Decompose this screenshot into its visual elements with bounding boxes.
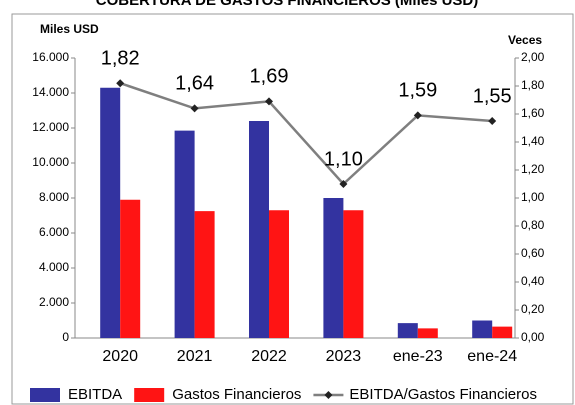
y2-tick-label: 0,60 <box>521 246 545 260</box>
y2-tick-label: 0,80 <box>521 218 545 232</box>
marker <box>413 111 422 120</box>
y2-axis-label: Veces <box>508 33 542 47</box>
y2-tick-label: 1,80 <box>521 78 545 92</box>
y-tick-label: 10.000 <box>32 155 69 169</box>
marker <box>488 117 497 125</box>
data-label: 1,69 <box>250 66 289 88</box>
y2-tick-label: 1,40 <box>521 134 545 148</box>
bar <box>249 121 269 338</box>
y-tick-label: 16.000 <box>32 50 69 64</box>
y2-tick-label: 1,00 <box>521 190 545 204</box>
bar <box>417 328 438 338</box>
x-tick-label: 2020 <box>102 348 138 365</box>
bar <box>194 211 215 338</box>
legend-label: EBITDA/Gastos Financieros <box>349 386 537 403</box>
x-tick-label: 2023 <box>326 348 362 365</box>
legend-swatch <box>324 391 333 399</box>
data-label: 1,82 <box>101 47 140 69</box>
bar <box>100 87 121 338</box>
bar <box>174 130 195 338</box>
data-label: 1,10 <box>324 148 363 170</box>
bar <box>269 210 289 338</box>
marker <box>116 79 125 88</box>
y2-tick-label: 1,60 <box>521 106 545 120</box>
y-tick-label: 6.000 <box>39 225 69 239</box>
chart-border <box>11 13 574 405</box>
y-tick-label: 14.000 <box>32 85 69 99</box>
x-tick-label: 2021 <box>177 348 213 365</box>
x-tick-label: 2022 <box>251 348 287 365</box>
x-tick-label: ene-23 <box>393 348 443 365</box>
bar <box>120 199 141 338</box>
y2-tick-label: 1,20 <box>521 162 545 176</box>
legend-swatch <box>134 388 165 402</box>
bar <box>343 210 364 338</box>
line <box>119 82 493 186</box>
bar <box>397 323 418 338</box>
y-tick-label: 8.000 <box>39 190 69 204</box>
marker <box>339 180 348 188</box>
legend-label: Gastos Financieros <box>172 386 301 403</box>
legend-swatch <box>30 388 60 402</box>
y-tick-label: 2.000 <box>39 295 69 309</box>
bar <box>323 198 344 338</box>
bar <box>472 320 493 338</box>
bar <box>492 326 513 338</box>
y2-tick-label: 0,20 <box>521 302 545 316</box>
data-label: 1,55 <box>473 85 512 107</box>
y2-tick-label: 0,40 <box>521 274 545 288</box>
y-tick-label: 4.000 <box>39 260 69 274</box>
y-tick-label: 12.000 <box>32 120 69 134</box>
data-label: 1,59 <box>398 80 437 102</box>
data-label: 1,64 <box>175 73 214 95</box>
marker <box>265 97 273 106</box>
chart-title: COBERTURA DE GASTOS FINANCIEROS (Miles U… <box>96 0 479 9</box>
y-axis-label: Miles USD <box>40 22 99 36</box>
legend-label: EBITDA <box>68 386 122 403</box>
x-tick-label: ene-24 <box>467 348 517 365</box>
y-tick-label: 0 <box>62 330 69 344</box>
marker <box>190 104 199 113</box>
y2-tick-label: 2,00 <box>521 50 545 64</box>
y2-tick-label: 0,00 <box>521 330 545 344</box>
